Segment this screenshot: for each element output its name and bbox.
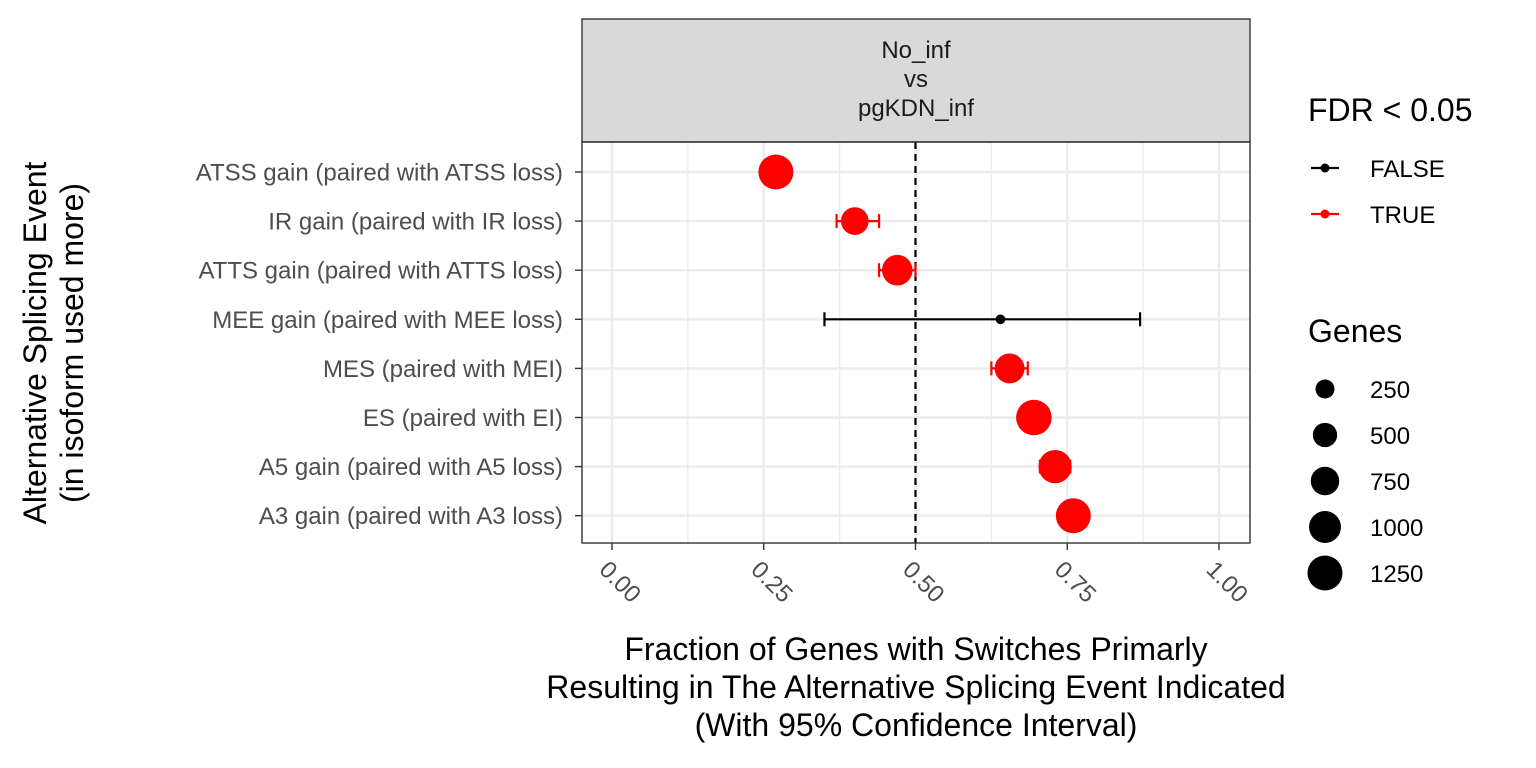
y-tick-label: ES (paired with EI) (363, 405, 563, 432)
x-tick-label: 0.00 (594, 556, 646, 608)
legend-color-title: FDR < 0.05 (1308, 92, 1473, 128)
data-marks (758, 154, 1142, 534)
legend-size-label: 1000 (1370, 515, 1423, 542)
y-tick-label: MEE gain (paired with MEE loss) (212, 307, 563, 334)
legend-size-key (1310, 466, 1340, 496)
x-axis-title-line: (With 95% Confidence Interval) (695, 707, 1138, 743)
legend-size-key (1312, 422, 1338, 448)
legend-color-label: FALSE (1370, 156, 1445, 183)
facet-label-line: No_inf (881, 37, 951, 64)
data-point (995, 314, 1006, 325)
x-axis-title-line: Fraction of Genes with Switches Primarly (624, 631, 1207, 667)
legend-size-key (1307, 555, 1343, 591)
y-axis-title-line: (in isoform used more) (54, 183, 90, 503)
data-point (758, 154, 794, 190)
legend-size-label: 750 (1370, 469, 1410, 496)
legend-size-label: 250 (1370, 377, 1410, 404)
x-tick-label: 0.50 (897, 556, 949, 608)
legend-size-label: 500 (1370, 423, 1410, 450)
y-axis-title-line: Alternative Splicing Event (17, 161, 53, 524)
x-tick-label: 1.00 (1201, 556, 1253, 608)
data-point (994, 353, 1025, 384)
y-tick-label: A3 gain (paired with A3 loss) (259, 503, 563, 530)
legend-color-key-dot (1320, 209, 1330, 219)
data-point (1016, 399, 1052, 436)
legend-size-key (1309, 511, 1341, 543)
legend-color-label: TRUE (1370, 202, 1435, 229)
facet-label-line: vs (904, 66, 928, 93)
data-point (881, 254, 913, 286)
y-tick-label: IR gain (paired with IR loss) (268, 209, 563, 236)
legend-size-label: 1250 (1370, 561, 1423, 588)
data-point (1038, 449, 1072, 484)
facet-strip-box (581, 18, 1251, 143)
legend-size-key (1315, 379, 1335, 399)
y-tick-label: ATTS gain (paired with ATTS loss) (198, 258, 563, 285)
facet-label-line: pgKDN_inf (858, 95, 974, 122)
y-tick-label: ATSS gain (paired with ATSS loss) (196, 160, 563, 187)
data-point (840, 207, 869, 235)
x-axis-title-line: Resulting in The Alternative Splicing Ev… (546, 669, 1285, 705)
legend-size-title: Genes (1308, 313, 1402, 349)
legend: FDR < 0.05 FALSE TRUE Genes 250 500 750 1000 125… (1307, 92, 1473, 591)
x-tick-label: 0.25 (746, 556, 798, 608)
y-tick-label: A5 gain (paired with A5 loss) (259, 454, 563, 481)
legend-color-key-dot (1320, 163, 1330, 173)
y-tick-label: MES (paired with MEI) (323, 356, 563, 383)
x-tick-label: 0.75 (1049, 556, 1101, 608)
data-point (1055, 498, 1091, 534)
